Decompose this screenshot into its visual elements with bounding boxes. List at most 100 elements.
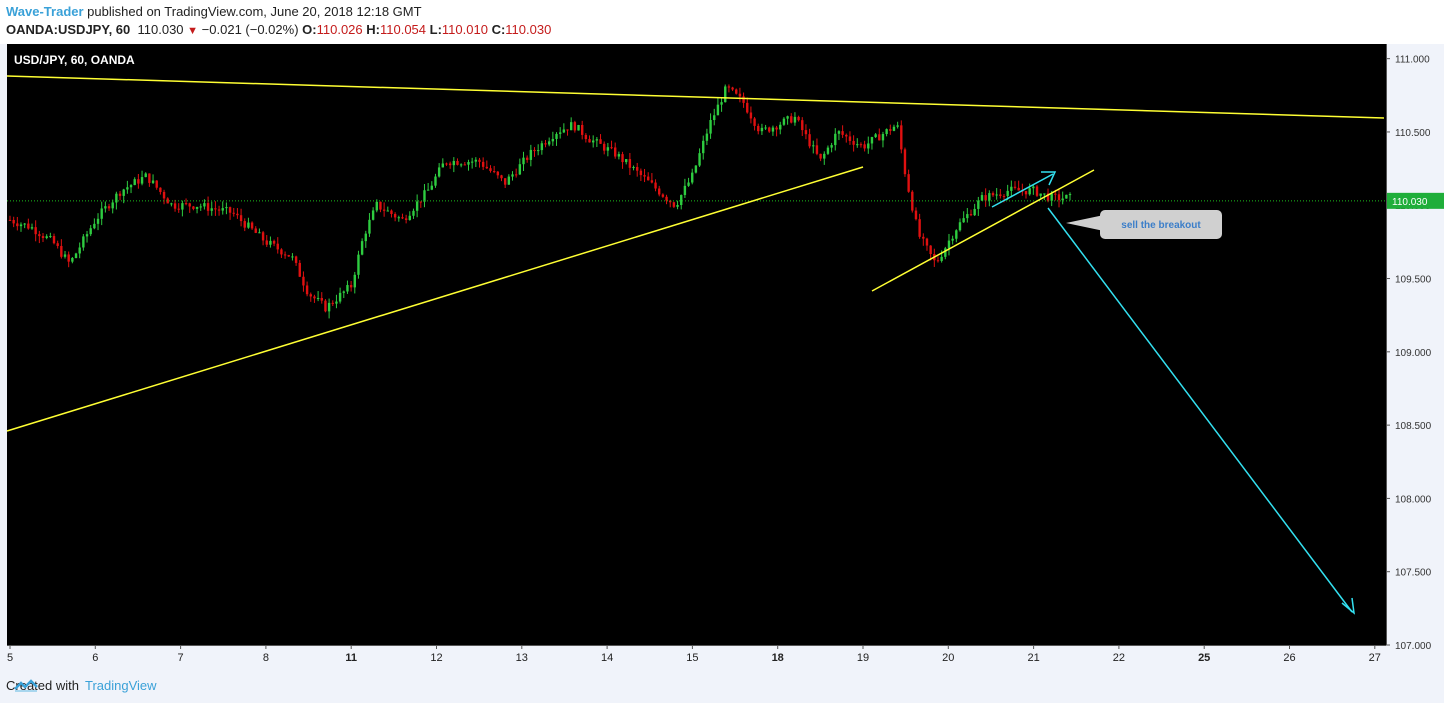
- candle-up: [412, 210, 415, 216]
- candle-up: [973, 208, 976, 216]
- candle-down: [914, 210, 918, 220]
- tradingview-logo-icon[interactable]: [14, 678, 38, 692]
- x-tick-label: 5: [7, 652, 13, 664]
- candle-up: [335, 301, 338, 304]
- candle-up: [104, 206, 107, 209]
- candle-down: [514, 174, 518, 176]
- candle-down: [753, 118, 756, 126]
- candle-up: [1050, 193, 1053, 201]
- candle-up: [764, 127, 767, 129]
- candle-down: [757, 125, 760, 132]
- tradingview-link[interactable]: TradingView: [84, 678, 157, 693]
- candle-up: [85, 234, 89, 237]
- candle-up: [577, 125, 580, 131]
- candle-up: [606, 147, 610, 151]
- candle-down: [749, 112, 753, 119]
- candle-up: [225, 207, 228, 209]
- candle-up: [591, 140, 595, 143]
- candle-up: [867, 143, 870, 149]
- candle-down: [1024, 190, 1028, 195]
- candle-down: [731, 87, 734, 90]
- x-tick-label: 21: [1027, 652, 1039, 664]
- y-tick-label: 108.500: [1395, 421, 1432, 432]
- created-with-label: Created with: [6, 678, 79, 693]
- candle-down: [841, 131, 844, 135]
- candle-down: [137, 179, 140, 184]
- candle-up: [342, 291, 345, 293]
- x-tick-label: 19: [857, 652, 869, 664]
- candle-up: [540, 143, 544, 151]
- candle-down: [863, 144, 866, 149]
- candle-down: [393, 213, 397, 218]
- y-tick-label: 109.500: [1395, 275, 1432, 286]
- candle-down: [984, 195, 987, 201]
- callout-box[interactable]: [1100, 210, 1222, 239]
- candle-down: [588, 139, 591, 143]
- y-tick-label: 109.000: [1395, 348, 1432, 359]
- candle-up: [360, 241, 364, 255]
- x-tick-label: 7: [178, 652, 184, 664]
- candle-up: [1065, 194, 1068, 199]
- candle-down: [1057, 194, 1061, 201]
- candle-down: [525, 157, 529, 160]
- candle-down: [16, 223, 19, 227]
- candle-down: [845, 134, 848, 137]
- candle-down: [38, 234, 41, 237]
- y-tick-label: 108.000: [1395, 494, 1432, 505]
- candle-down: [1013, 186, 1017, 188]
- high-value: 110.054: [379, 22, 427, 37]
- candle-up: [870, 137, 874, 144]
- candle-up: [885, 129, 888, 135]
- candle-up: [30, 227, 34, 229]
- support-trendline[interactable]: [6, 166, 864, 432]
- candle-up: [1010, 186, 1013, 191]
- candle-up: [459, 164, 463, 166]
- x-tick-label: 8: [263, 652, 269, 664]
- candle-down: [801, 120, 804, 131]
- author-link[interactable]: Wave-Trader: [6, 4, 84, 19]
- change-value: −0.021 (−0.02%): [201, 22, 299, 37]
- candle-up: [896, 125, 899, 127]
- candle-up: [680, 195, 683, 205]
- candle-up: [812, 145, 815, 147]
- publish-line: Wave-Trader published on TradingView.com…: [6, 4, 422, 19]
- candle-up: [702, 140, 705, 154]
- candle-down: [654, 182, 657, 189]
- down-arrow-line[interactable]: [1047, 207, 1353, 613]
- candle-up: [386, 210, 389, 212]
- candle-up: [195, 206, 199, 209]
- x-tick-label: 6: [92, 652, 98, 664]
- high-label: H:: [366, 22, 380, 37]
- candle-down: [56, 243, 59, 246]
- candle-down: [1035, 186, 1039, 196]
- candle-up: [522, 157, 525, 165]
- chart-area[interactable]: 111.000110.500110.000109.500109.000108.5…: [0, 44, 1444, 669]
- plot-background[interactable]: [7, 44, 1386, 645]
- candle-up: [397, 217, 400, 219]
- candle-down: [936, 260, 940, 262]
- candle-up: [133, 179, 136, 186]
- rising-wedge-lower-line[interactable]: [871, 169, 1095, 292]
- candle-down: [8, 219, 12, 221]
- candle-up: [371, 210, 375, 220]
- close-value: 110.030: [505, 22, 552, 37]
- candle-down: [481, 161, 485, 167]
- price-chart[interactable]: 111.000110.500110.000109.500109.000108.5…: [0, 44, 1444, 669]
- candle-up: [19, 224, 23, 227]
- candle-up: [856, 144, 859, 146]
- candle-down: [254, 228, 257, 233]
- up-arrow-line[interactable]: [991, 173, 1054, 208]
- resistance-trendline[interactable]: [6, 75, 1385, 119]
- candle-up: [698, 153, 701, 166]
- down-triangle-icon: ▼: [187, 25, 199, 37]
- candle-down: [911, 191, 914, 211]
- candle-down: [819, 153, 822, 159]
- candle-up: [258, 232, 261, 234]
- candle-down: [404, 218, 408, 220]
- candle-up: [269, 240, 272, 245]
- candle-up: [327, 302, 331, 312]
- candle-up: [452, 160, 456, 166]
- candle-up: [881, 134, 885, 141]
- candle-up: [353, 274, 356, 288]
- candle-down: [239, 215, 243, 222]
